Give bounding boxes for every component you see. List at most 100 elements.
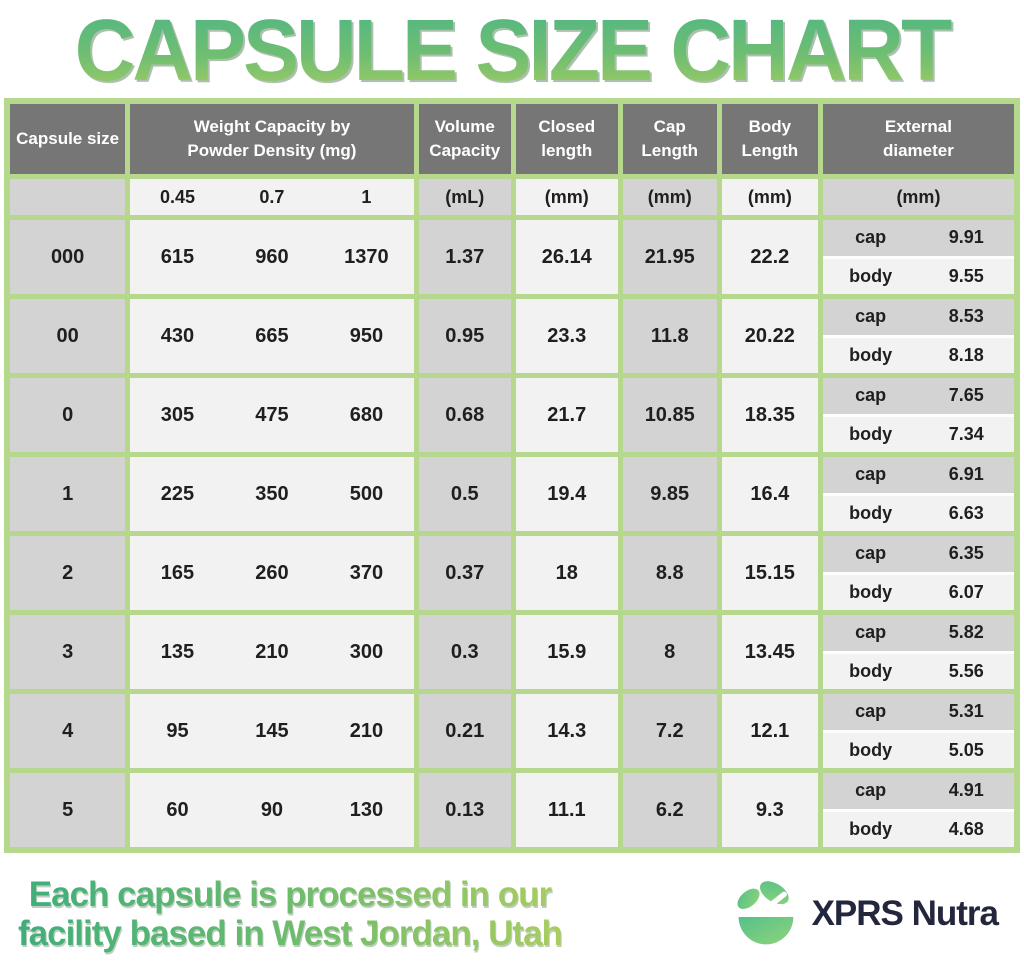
capsule-size-cell: 1	[10, 457, 126, 531]
table-row: 0 305 475 680 0.68 21.7 10.85 18.35 cap	[10, 378, 1015, 452]
body-diameter-row: body 4.68	[822, 811, 1015, 847]
closed-length-cell: 14.3	[515, 694, 618, 768]
weight-capacity-cell: 615 960 1370	[130, 220, 414, 294]
col-header-label: Powder Density (mg)	[187, 141, 357, 160]
footer-note-line1: Each capsule is processed in our	[28, 875, 552, 914]
closed-length-cell: 15.9	[515, 615, 618, 689]
body-length-cell: 22.2	[721, 220, 818, 294]
capsule-size-value: 3	[62, 640, 74, 663]
cap-diameter-value: 8.53	[948, 306, 984, 327]
capsule-size-value: 2	[62, 561, 74, 584]
col-header-label: Capacity	[429, 141, 501, 160]
cap-diameter-row: cap 4.91	[822, 773, 1015, 809]
table-row: 3 135 210 300 0.3 15.9 8 13.45 cap	[10, 615, 1015, 689]
weight-value: 225	[160, 482, 195, 505]
body-diameter-row: body 8.18	[822, 337, 1015, 373]
unit-label: (mm)	[647, 186, 692, 207]
closed-length-value: 15.9	[547, 640, 587, 663]
col-header-capsule-size: Capsule size	[10, 104, 126, 174]
weight-capacity-cell: 135 210 300	[130, 615, 414, 689]
weight-value: 60	[166, 798, 189, 821]
weight-value: 665	[255, 324, 289, 347]
external-diameter-cell: cap 4.91 body 4.68	[822, 773, 1015, 847]
cap-label: cap	[855, 622, 887, 643]
volume-capacity-cell: 1.37	[418, 220, 511, 294]
cap-length-value: 9.85	[650, 482, 690, 505]
volume-value: 0.21	[445, 719, 485, 742]
table-row: 000 615 960 1370 1.37 26.14 21.95 22.2 c…	[10, 220, 1015, 294]
cap-length-cell: 21.95	[622, 220, 717, 294]
col-header-label: Closed	[538, 117, 596, 136]
density-value: 1	[361, 186, 372, 207]
closed-length-cell: 19.4	[515, 457, 618, 531]
footer-note: Each capsule is processed in our facilit…	[18, 875, 562, 953]
col-header-label: Body	[748, 117, 792, 136]
weight-value: 210	[349, 719, 384, 742]
body-diameter-value: 8.18	[948, 344, 984, 365]
volume-capacity-cell: 0.13	[418, 773, 511, 847]
body-diameter-row: body 9.55	[822, 258, 1015, 294]
volume-capacity-cell: 0.68	[418, 378, 511, 452]
cap-label: cap	[855, 701, 887, 722]
body-label: body	[849, 265, 893, 286]
cap-diameter-value: 9.91	[948, 227, 984, 248]
brand-name: XPRS Nutra	[811, 894, 999, 933]
col-header-external-diameter: External diameter	[822, 104, 1015, 174]
capsule-size-value: 4	[62, 719, 74, 742]
table-row: 00 430 665 950 0.95 23.3 11.8 20.22 cap	[10, 299, 1015, 373]
col-header-label: Length	[641, 141, 699, 160]
col-header-label: External	[884, 117, 952, 136]
body-length-value: 22.2	[750, 245, 790, 268]
weight-capacity-cell: 430 665 950	[130, 299, 414, 373]
density-value: 0.45	[159, 186, 196, 207]
capsule-size-value: 0	[62, 403, 74, 426]
body-length-value: 20.22	[744, 324, 795, 347]
weight-value: 500	[349, 482, 384, 505]
cap-diameter-row: cap 5.31	[822, 694, 1015, 730]
cap-diameter-value: 5.82	[948, 622, 984, 643]
external-diameter-cell: cap 9.91 body 9.55	[822, 220, 1015, 294]
body-length-cell: 16.4	[721, 457, 818, 531]
body-label: body	[849, 502, 893, 523]
body-length-value: 13.45	[744, 640, 795, 663]
volume-value: 0.68	[445, 403, 485, 426]
cap-label: cap	[855, 543, 887, 564]
col-header-label: Length	[741, 141, 799, 160]
closed-length-value: 26.14	[541, 245, 592, 268]
body-diameter-row: body 7.34	[822, 416, 1015, 452]
closed-length-cell: 11.1	[515, 773, 618, 847]
unit-label: (mm)	[544, 186, 589, 207]
body-diameter-value: 6.07	[948, 581, 984, 602]
page-title: CAPSULE SIZE CHART	[0, 0, 1024, 100]
volume-value: 0.13	[445, 798, 485, 821]
body-diameter-row: body 5.05	[822, 732, 1015, 768]
closed-length-cell: 26.14	[515, 220, 618, 294]
units-body-cell: (mm)	[721, 179, 818, 215]
weight-value: 130	[349, 798, 384, 821]
closed-length-value: 21.7	[547, 403, 587, 426]
col-header-label: Weight Capacity by	[193, 117, 351, 136]
unit-label: (mm)	[896, 186, 941, 207]
col-header-label: Volume	[434, 117, 495, 136]
footer-note-line2: facility based in West Jordan, Utah	[18, 914, 562, 953]
external-diameter-cell: cap 5.82 body 5.56	[822, 615, 1015, 689]
cap-diameter-row: cap 7.65	[822, 378, 1015, 414]
density-value: 0.7	[259, 186, 285, 207]
weight-value: 475	[255, 403, 289, 426]
cap-diameter-row: cap 5.82	[822, 615, 1015, 651]
body-length-cell: 12.1	[721, 694, 818, 768]
closed-length-value: 23.3	[547, 324, 587, 347]
volume-value: 0.5	[450, 482, 479, 505]
capsule-size-value: 00	[56, 324, 79, 347]
cap-label: cap	[855, 464, 887, 485]
weight-value: 305	[160, 403, 195, 426]
brand-logo: XPRS Nutra	[728, 876, 999, 952]
weight-capacity-cell: 305 475 680	[130, 378, 414, 452]
capsule-size-cell: 0	[10, 378, 126, 452]
external-diameter-cell: cap 5.31 body 5.05	[822, 694, 1015, 768]
body-label: body	[849, 660, 893, 681]
cap-length-value: 8	[664, 640, 676, 663]
closed-length-cell: 21.7	[515, 378, 618, 452]
cap-label: cap	[855, 227, 887, 248]
